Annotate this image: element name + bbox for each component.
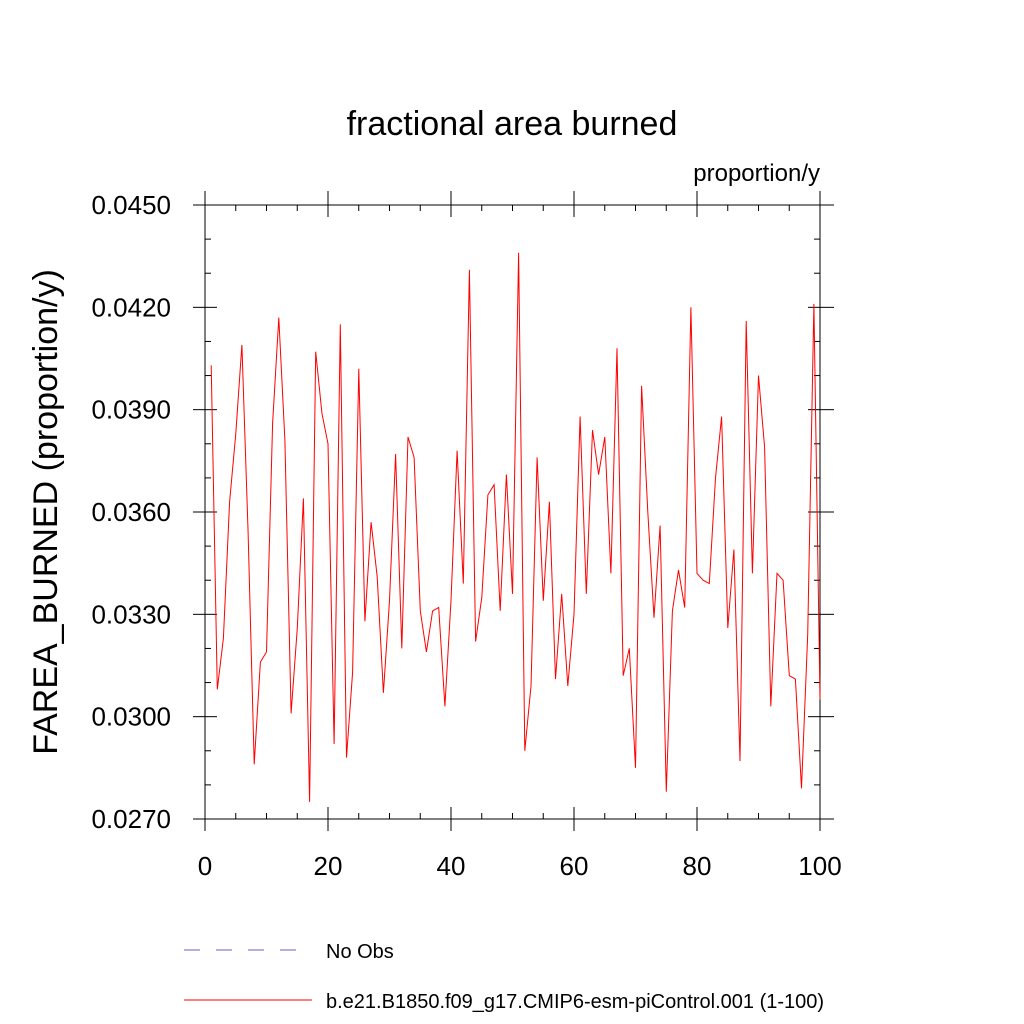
chart-title: fractional area burned	[347, 105, 678, 143]
units-label: proportion/y	[693, 160, 820, 187]
x-tick-label: 20	[314, 851, 343, 881]
x-tick-label: 80	[683, 851, 712, 881]
y-tick-label: 0.0420	[91, 292, 171, 322]
x-tick-label: 60	[560, 851, 589, 881]
y-tick-label: 0.0360	[91, 497, 171, 527]
legend: No Obs b.e21.B1850.f09_g17.CMIP6-esm-piCo…	[184, 941, 824, 1013]
y-tick-label: 0.0390	[91, 395, 171, 425]
x-tick-label: 40	[437, 851, 466, 881]
series-layer	[210, 252, 821, 802]
y-tick-label: 0.0300	[91, 702, 171, 732]
plot-frame	[204, 204, 821, 820]
series-line	[210, 252, 821, 802]
x-tick-label: 0	[198, 851, 212, 881]
y-axis-label: FAREA_BURNED (proportion/y)	[27, 269, 65, 755]
y-tick-label: 0.0330	[91, 599, 171, 629]
legend-label: b.e21.B1850.f09_g17.CMIP6-esm-piControl.…	[326, 991, 824, 1013]
x-tick-label: 100	[798, 851, 841, 881]
legend-label: No Obs	[326, 941, 394, 963]
y-tick-label: 0.0450	[91, 190, 171, 220]
y-tick-label: 0.0270	[91, 804, 171, 834]
plot-axes: 0 20 40 60 80 100 0.0270 0.0300 0.0330 0.0360 0.03…	[91, 190, 841, 881]
